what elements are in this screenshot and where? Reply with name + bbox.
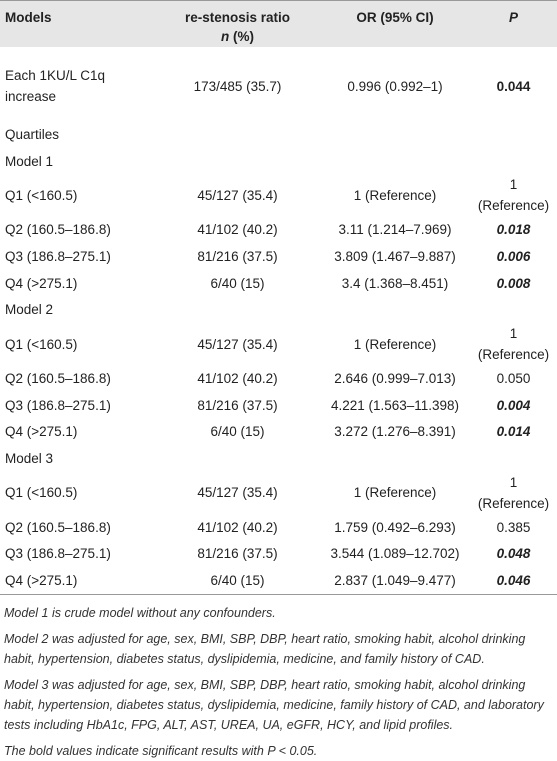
footnotes: Model 1 is crude model without any confo… (0, 595, 557, 761)
table-cell: 0.006 (496, 248, 531, 264)
table-cell: 0.004 (496, 397, 531, 413)
table-cell: 45/127 (35.4) (197, 485, 278, 501)
table-cell: 1 (Reference) (477, 474, 550, 511)
table-cell: 173/485 (35.7) (193, 78, 282, 94)
table-body: Each 1KU/L C1q increase 173/485 (35.7) 0.9… (0, 47, 557, 594)
table-cell: 4.221 (1.563–11.398) (330, 397, 460, 413)
data-row: Each 1KU/L C1q increase 173/485 (35.7) 0.9… (0, 47, 557, 121)
table-cell: Q1 (<160.5) (5, 485, 78, 501)
table-cell: 0.385 (496, 519, 531, 535)
table-cell: 2.837 (1.049–9.477) (334, 573, 456, 589)
results-table: Models re-stenosis ratio n (%) OR (95% CI… (0, 0, 557, 595)
table-cell: 41/102 (40.2) (197, 222, 278, 238)
data-row: Q3 (186.8–275.1) 81/216 (37.5) 3.544 (1.08… (0, 541, 557, 568)
table-cell: Q4 (>275.1) (5, 275, 78, 291)
table-cell: 3.11 (1.214–7.969) (338, 222, 452, 238)
table-cell: 0.044 (496, 78, 531, 94)
table-cell: 0.048 (496, 546, 531, 562)
table-cell: 81/216 (37.5) (197, 248, 278, 264)
data-row: Q4 (>275.1) 6/40 (15) 2.837 (1.049–9.477) 0… (0, 567, 557, 594)
data-row: Q1 (<160.5) 45/127 (35.4) 1 (Reference) 1 (… (0, 174, 557, 216)
table-cell: Model 1 (5, 153, 54, 169)
table-cell: 45/127 (35.4) (197, 187, 278, 203)
section-row: Model 1 (0, 148, 557, 175)
table-cell: 0.050 (496, 370, 531, 386)
table-cell: Q2 (160.5–186.8) (5, 370, 111, 386)
header-text: re-stenosis ratio (184, 10, 291, 25)
table-cell: 1 (Reference) (477, 326, 550, 363)
table-cell: Q2 (160.5–186.8) (5, 519, 111, 535)
table-cell: Model 2 (5, 302, 54, 318)
table-cell: 0.046 (496, 573, 531, 589)
footnote: The bold values indicate significant res… (4, 743, 318, 758)
table-cell: 81/216 (37.5) (197, 397, 278, 413)
table-cell: 1 (Reference) (353, 187, 437, 203)
table-cell: Q4 (>275.1) (5, 573, 78, 589)
table-cell: 3.272 (1.276–8.391) (334, 424, 456, 440)
section-row: Quartiles (0, 121, 557, 148)
table-cell: 1 (Reference) (353, 336, 437, 352)
table-cell: Q3 (186.8–275.1) (5, 546, 111, 562)
table-cell: 6/40 (15) (210, 275, 265, 291)
table-cell: 1 (Reference) (353, 485, 437, 501)
table-cell: 0.018 (496, 222, 531, 238)
data-row: Q1 (<160.5) 45/127 (35.4) 1 (Reference) 1 (… (0, 323, 557, 365)
footnote: Model 2 was adjusted for age, sex, BMI, … (4, 631, 526, 666)
header-cell: re-stenosis ratio n (%) (155, 0, 320, 47)
header-unit: (%) (233, 29, 254, 44)
footnote: Model 3 was adjusted for age, sex, BMI, … (4, 677, 544, 732)
table-cell: Q1 (<160.5) (5, 336, 78, 352)
table-cell: 81/216 (37.5) (197, 546, 278, 562)
data-row: Q2 (160.5–186.8) 41/102 (40.2) 1.759 (0.49… (0, 514, 557, 541)
section-row: Model 3 (0, 445, 557, 472)
table-cell: Each 1KU/L C1q increase (5, 68, 106, 104)
table-cell: 6/40 (15) (210, 424, 265, 440)
data-row: Q4 (>275.1) 6/40 (15) 3.272 (1.276–8.391) 0… (0, 419, 557, 446)
header-row: Models re-stenosis ratio n (%) OR (95% CI… (0, 0, 557, 47)
data-row: Q2 (160.5–186.8) 41/102 (40.2) 3.11 (1.214… (0, 216, 557, 243)
table-cell: 41/102 (40.2) (197, 519, 278, 535)
data-row: Q4 (>275.1) 6/40 (15) 3.4 (1.368–8.451) 0.0… (0, 270, 557, 297)
header-cell: OR (95% CI) (320, 0, 470, 47)
table-cell: 0.008 (496, 275, 531, 291)
table-cell: Model 3 (5, 451, 54, 467)
table-cell: 3.4 (1.368–8.451) (341, 275, 449, 291)
table-cell: 1.759 (0.492–6.293) (334, 519, 456, 535)
table-cell: 2.646 (0.999–7.013) (334, 370, 456, 386)
table-cell: 3.544 (1.089–12.702) (330, 546, 460, 562)
header-cell: P (470, 0, 557, 47)
data-row: Q3 (186.8–275.1) 81/216 (37.5) 4.221 (1.56… (0, 392, 557, 419)
table-cell: Q2 (160.5–186.8) (5, 222, 111, 238)
table-cell: Q1 (<160.5) (5, 187, 78, 203)
table-cell: 41/102 (40.2) (197, 370, 278, 386)
footnote: Model 1 is crude model without any confo… (4, 605, 276, 620)
table-cell: 6/40 (15) (210, 573, 265, 589)
table-cell: Quartiles (5, 126, 60, 142)
table-cell: 3.809 (1.467–9.887) (334, 248, 456, 264)
table-cell: 0.014 (496, 424, 531, 440)
table-cell: 0.996 (0.992–1) (347, 78, 443, 94)
table-cell: 45/127 (35.4) (197, 336, 278, 352)
table-cell: Q3 (186.8–275.1) (5, 397, 111, 413)
header-variable: n (220, 29, 230, 44)
section-row: Model 2 (0, 296, 557, 323)
table-cell: 1 (Reference) (477, 177, 550, 214)
data-row: Q1 (<160.5) 45/127 (35.4) 1 (Reference) 1 (… (0, 472, 557, 514)
data-row: Q3 (186.8–275.1) 81/216 (37.5) 3.809 (1.46… (0, 243, 557, 270)
table-cell: Q3 (186.8–275.1) (5, 248, 111, 264)
header-cell: Models (0, 0, 155, 47)
table-cell: Q4 (>275.1) (5, 424, 78, 440)
data-row: Q2 (160.5–186.8) 41/102 (40.2) 2.646 (0.99… (0, 365, 557, 392)
